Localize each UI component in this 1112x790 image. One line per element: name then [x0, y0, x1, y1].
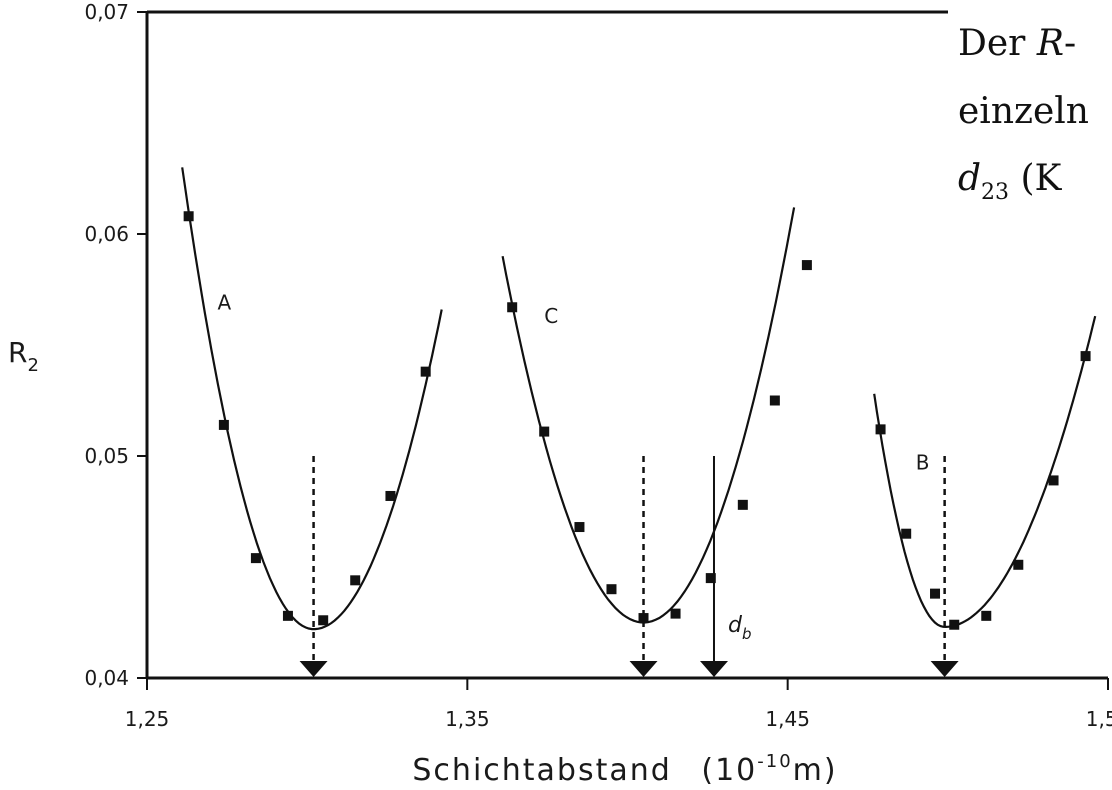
y-ticks: 0,04 0,05 0,06 0,07: [84, 0, 147, 690]
data-point: [670, 608, 681, 619]
x-tick-label: 1,25: [125, 707, 170, 731]
data-point: [638, 613, 649, 624]
data-point: [420, 366, 431, 377]
data-point: [574, 522, 585, 533]
x-tick-label: 1,55: [1086, 707, 1112, 731]
data-point: [737, 499, 748, 510]
data-point: [981, 610, 992, 621]
y-tick-label: 0,04: [84, 666, 129, 690]
data-point: [901, 528, 912, 539]
x-tick-label: 1,45: [765, 707, 810, 731]
overlay-line-1: Der R-: [958, 23, 1076, 64]
overlay-background: [948, 0, 1112, 210]
data-point: [507, 302, 518, 313]
data-point: [218, 419, 229, 430]
data-point: [350, 575, 361, 586]
data-point: [1080, 351, 1091, 362]
x-tick-label: 1,35: [445, 707, 490, 731]
data-point: [539, 426, 550, 437]
reference-arrow: [699, 661, 728, 677]
data-point: [875, 424, 886, 435]
data-point: [250, 553, 261, 564]
data-point: [1013, 559, 1024, 570]
data-point: [183, 211, 194, 222]
series-label-A: A: [217, 290, 231, 314]
series-labels: A C B: [217, 290, 929, 474]
cropped-text-overlay: Der R- einzeln d23 (K: [948, 0, 1112, 210]
data-point: [949, 619, 960, 630]
y-tick-label: 0,06: [84, 222, 129, 246]
x-ticks: 1,25 1,35 1,45 1,55: [125, 678, 1112, 731]
x-axis-label: Schichtabstand (10-10m): [412, 751, 837, 788]
overlay-line-3: d23 (K: [958, 158, 1063, 205]
data-point: [318, 615, 329, 626]
minimum-markers: [299, 456, 959, 677]
data-point: [282, 610, 293, 621]
data-points: [183, 211, 1091, 630]
data-point: [385, 490, 396, 501]
data-point: [606, 584, 617, 595]
series-label-C: C: [544, 304, 558, 328]
y-tick-label: 0,05: [84, 444, 129, 468]
data-point: [705, 573, 716, 584]
series-label-B: B: [916, 450, 930, 474]
fit-curve-B: [873, 315, 1097, 629]
minimum-arrow-B: [930, 661, 959, 677]
data-point: [1048, 475, 1059, 486]
y-tick-label: 0,07: [84, 0, 129, 24]
overlay-line-2: einzeln: [958, 91, 1089, 132]
minimum-arrow-C: [629, 661, 658, 677]
data-point: [930, 588, 941, 599]
data-point: [801, 260, 812, 271]
minimum-arrow-A: [299, 661, 328, 677]
reference-line-label: db: [728, 613, 752, 643]
data-point: [769, 395, 780, 406]
y-axis-label: R2: [8, 336, 39, 376]
